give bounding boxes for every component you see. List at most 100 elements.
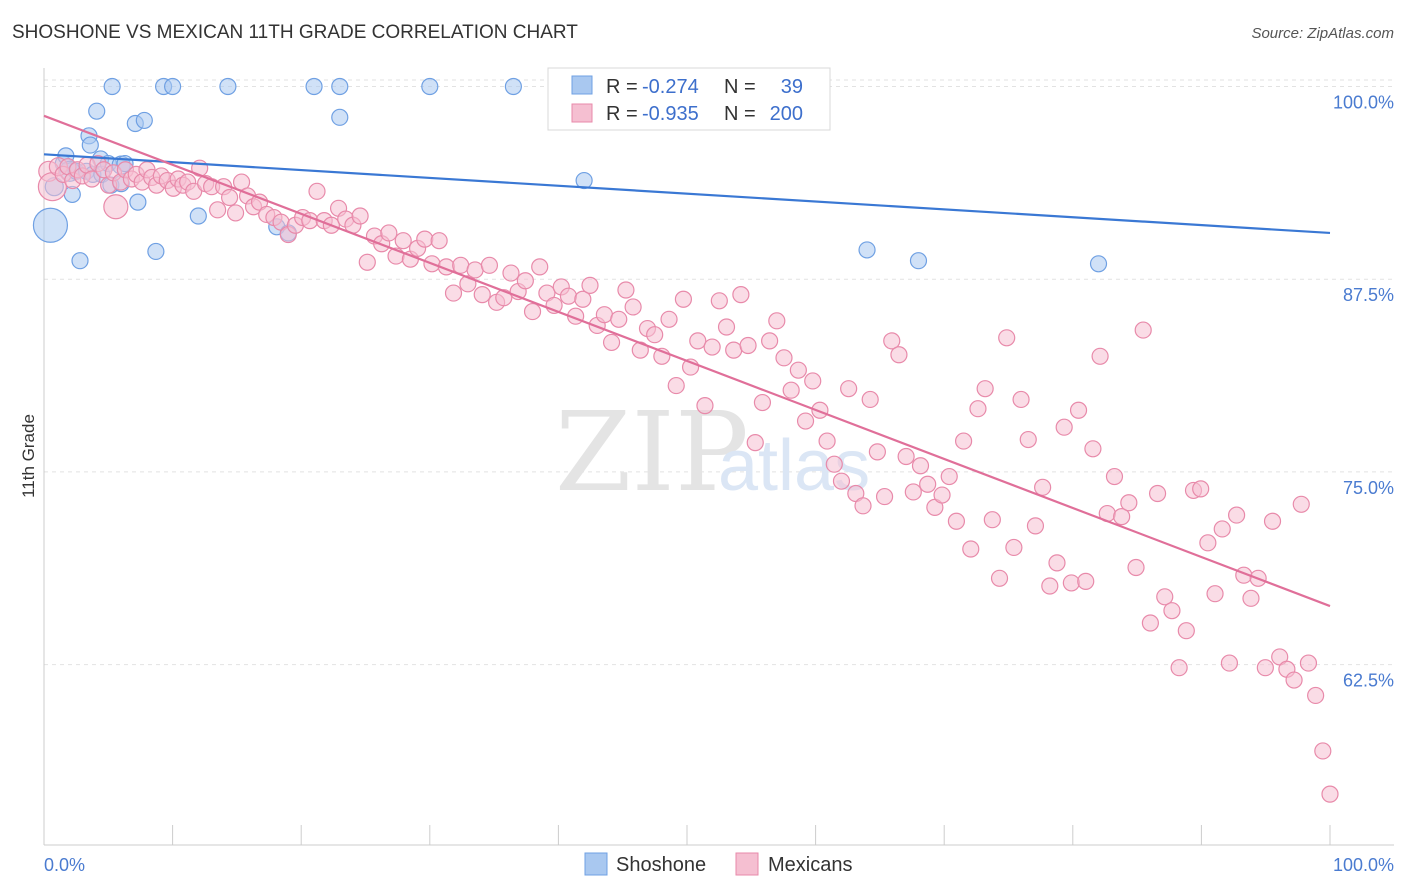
mexicans-point xyxy=(581,276,599,294)
mexicans-point xyxy=(954,432,973,450)
mexicans-point xyxy=(962,540,980,558)
mexicans-trend-line xyxy=(43,114,1331,608)
shoshone-point xyxy=(1089,255,1108,273)
mexicans-point xyxy=(861,390,879,409)
mexicans-point xyxy=(940,467,958,486)
mexicans-point xyxy=(868,443,886,461)
y-tick-label: 75.0% xyxy=(1343,478,1394,498)
mexicans-point xyxy=(1292,495,1310,513)
mexicans-point xyxy=(617,281,635,299)
mexicans-point xyxy=(452,256,470,274)
mexicans-point xyxy=(1170,659,1188,677)
mexicans-point xyxy=(947,512,966,530)
mexicans-points xyxy=(37,154,1339,803)
mexicans-point xyxy=(602,333,621,352)
shoshone-point xyxy=(189,207,207,225)
shoshone-point xyxy=(129,193,147,211)
mexicans-point xyxy=(739,336,757,355)
shoshone-point xyxy=(219,77,237,96)
mexicans-point xyxy=(103,194,129,220)
mexicans-point xyxy=(883,332,901,350)
shoshone-point xyxy=(858,241,876,259)
bottom-legend-label-mexicans: Mexicans xyxy=(768,854,852,876)
y-tick-label: 87.5% xyxy=(1343,285,1394,305)
mexicans-point xyxy=(610,310,628,328)
mexicans-point xyxy=(1041,577,1059,595)
mexicans-point xyxy=(696,397,714,415)
mexicans-point xyxy=(1141,614,1159,632)
shoshone-point xyxy=(81,136,99,154)
mexicans-point xyxy=(1299,654,1318,672)
mexicans-point xyxy=(473,286,491,304)
x-axis-ticks xyxy=(43,825,1331,845)
mexicans-point xyxy=(226,204,245,222)
y-tick-label: 62.5% xyxy=(1343,671,1394,691)
shoshone-point xyxy=(71,252,89,270)
mexicans-point xyxy=(185,182,203,200)
shoshone-trend-line xyxy=(43,153,1331,235)
mexicans-point xyxy=(1055,418,1073,436)
mexicans-point xyxy=(1307,686,1325,705)
mexicans-point xyxy=(717,318,736,336)
mexicans-point xyxy=(1077,572,1095,590)
bottom-legend-swatch-shoshone xyxy=(584,852,608,876)
y-tick-labels: 100.0% 87.5% 75.0% 62.5% xyxy=(1333,93,1394,691)
mexicans-point xyxy=(646,326,664,344)
mexicans-point xyxy=(444,284,463,302)
mexicans-point xyxy=(1034,478,1052,496)
mexicans-point xyxy=(933,486,951,504)
x-tick-labels: 0.0% 100.0% xyxy=(44,855,1394,875)
mexicans-point xyxy=(574,290,592,308)
mexicans-point xyxy=(1091,347,1109,365)
mexicans-point xyxy=(1314,742,1332,760)
mexicans-point xyxy=(531,258,549,276)
mexicans-point xyxy=(430,232,448,250)
mexicans-point xyxy=(796,412,815,430)
mexicans-point xyxy=(660,310,678,328)
mexicans-point xyxy=(1134,321,1152,339)
watermark: ZIP atlas xyxy=(555,388,870,516)
mexicans-point xyxy=(308,182,326,200)
mexicans-point xyxy=(1005,538,1023,557)
mexicans-point xyxy=(818,432,836,450)
mexicans-point xyxy=(1192,480,1210,498)
mexicans-point xyxy=(1026,517,1045,535)
mexicans-point xyxy=(559,287,578,305)
legend-box xyxy=(547,67,831,131)
x-tick-label: 100.0% xyxy=(1333,855,1394,875)
mexicans-point xyxy=(775,349,793,367)
bottom-legend-label-shoshone: Shoshone xyxy=(616,854,706,876)
legend-r-label-shoshone: R = xyxy=(606,76,638,98)
mexicans-point xyxy=(911,457,930,475)
mexicans-point xyxy=(789,361,807,379)
mexicans-point xyxy=(919,475,937,493)
shoshone-point xyxy=(88,102,106,120)
mexicans-point xyxy=(1177,622,1195,640)
chart-title: SHOSHONE VS MEXICAN 11TH GRADE CORRELATI… xyxy=(12,22,578,43)
mexicans-point xyxy=(689,332,707,350)
mexicans-point xyxy=(1213,520,1231,538)
mexicans-point xyxy=(1285,671,1303,689)
mexicans-point xyxy=(624,298,642,316)
mexicans-point xyxy=(1127,558,1145,577)
mexicans-point xyxy=(1084,440,1102,458)
mexicans-point xyxy=(1120,494,1138,512)
mexicans-point xyxy=(1256,659,1274,677)
mexicans-point xyxy=(1062,574,1080,592)
bottom-legend-swatch-mexicans xyxy=(735,852,759,876)
chart-source: Source: ZipAtlas.com xyxy=(1251,25,1394,42)
mexicans-point xyxy=(768,312,786,330)
legend-n-label-mexicans: N = xyxy=(724,103,756,125)
mexicans-point xyxy=(840,380,858,398)
legend-r-label-mexicans: R = xyxy=(606,103,638,125)
mexicans-point xyxy=(875,487,894,506)
shoshone-point xyxy=(909,252,928,270)
y-tick-label: 100.0% xyxy=(1333,93,1394,113)
mexicans-point xyxy=(1263,512,1282,530)
shoshone-point xyxy=(164,77,182,96)
y-axis-label: 11th Grade xyxy=(19,414,38,498)
mexicans-point xyxy=(804,372,822,390)
mexicans-point xyxy=(1199,534,1217,552)
mexicans-point xyxy=(976,380,994,398)
mexicans-point xyxy=(416,230,434,248)
